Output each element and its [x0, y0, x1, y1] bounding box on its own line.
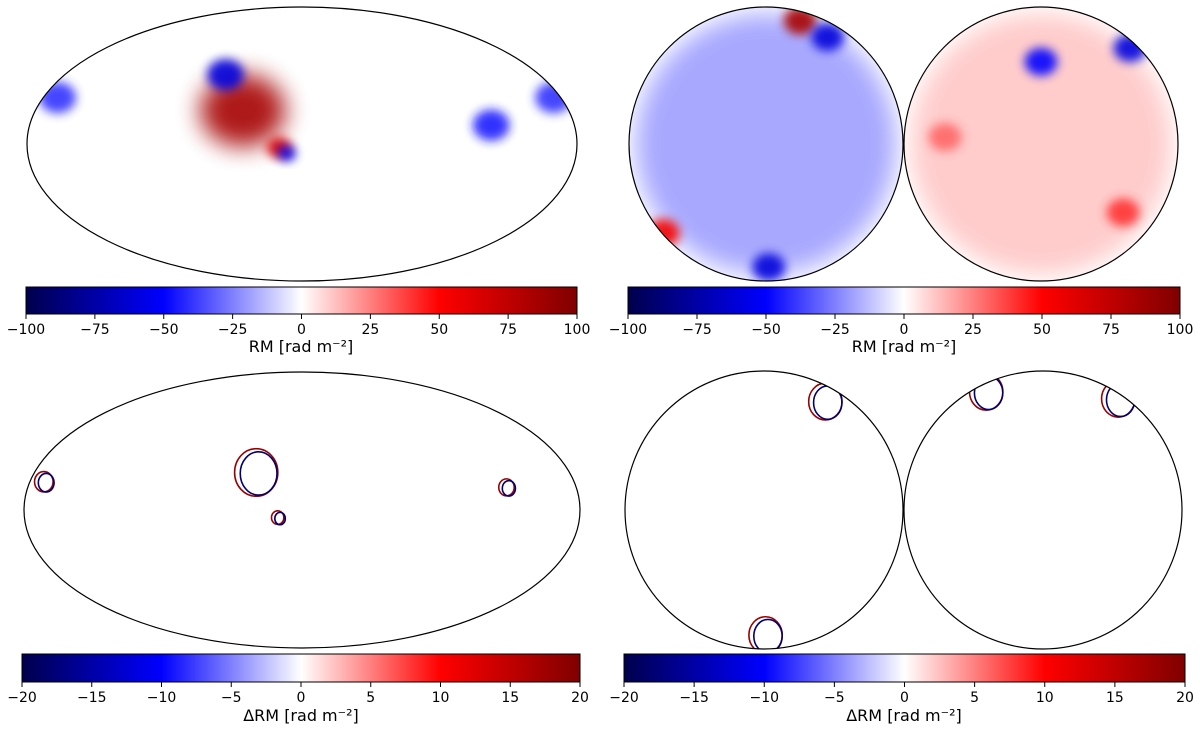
colorbar-tick-label: −15	[679, 690, 709, 706]
negative-patch-3	[1113, 34, 1147, 63]
colorbar-rm-right: RM [rad m⁻²] −100 −75 −50 −25 0 25 50 75 100	[609, 286, 1194, 356]
colorbar-label: RM [rad m⁻²]	[249, 337, 354, 356]
rm-mollweide-panel	[26, 6, 578, 282]
colorbar-label: ΔRM [rad m⁻²]	[846, 706, 962, 725]
colorbar-tick-label: −50	[751, 322, 781, 338]
dipole-ring-0	[239, 451, 278, 496]
colorbar-tick-label: −25	[218, 322, 248, 338]
colorbar-tick-label: 15	[1106, 690, 1124, 706]
colorbar-gradient	[25, 286, 578, 315]
hemisphere-tint	[910, 13, 1172, 275]
colorbar-tick-label: −75	[682, 322, 712, 338]
colorbar-tick-label: 75	[1102, 322, 1120, 338]
colorbar-gradient	[21, 653, 581, 683]
negative-patch-6	[535, 82, 572, 114]
negative-patch-0	[1024, 47, 1058, 76]
colorbar-tick-label: −5	[221, 690, 242, 706]
negative-patch-4	[472, 109, 510, 141]
dipole-ring-0	[233, 447, 279, 498]
positive-patch-1	[1106, 198, 1140, 227]
negative-patch-1	[811, 23, 845, 52]
colorbar-tick-label: 75	[499, 322, 517, 338]
colorbar-tick-label: 20	[1176, 690, 1194, 706]
dipole-ring-1	[274, 511, 287, 526]
hemisphere-tint	[635, 13, 897, 275]
colorbar-drm-right: ΔRM [rad m⁻²] −20 −15 −10 −5 0 5 10 15 20	[609, 653, 1194, 725]
mollweide-outline	[23, 371, 581, 649]
colorbar-tick-label: −25	[820, 322, 850, 338]
colorbar-tick-label: 5	[366, 690, 375, 706]
negative-patch-2	[752, 253, 786, 281]
colorbar-tick-label: −10	[147, 690, 177, 706]
rm-hemispheres-panel	[628, 6, 1179, 282]
colorbar-tick-label: 50	[1033, 322, 1051, 338]
hemisphere-outline-right	[903, 370, 1183, 650]
colorbar-label: RM [rad m⁻²]	[852, 337, 957, 356]
drm-mollweide-panel	[23, 371, 581, 649]
colorbar-tick-label: 0	[297, 322, 306, 338]
colorbar-tick-label: −15	[77, 690, 107, 706]
colorbar-rm-left: RM [rad m⁻²] −100 −75 −50 −25 0 25 50 75 100	[7, 286, 591, 356]
dipole-ring-2	[501, 479, 517, 497]
colorbar-tick-label: 25	[361, 322, 379, 338]
dipole-ring-1	[753, 618, 783, 649]
colorbar-tick-label: −10	[749, 690, 779, 706]
colorbar-tick-label: 10	[1036, 690, 1054, 706]
colorbar-tick-label: −100	[7, 322, 45, 338]
colorbar-tick-label: 15	[501, 690, 519, 706]
colorbar-tick-label: 5	[970, 690, 979, 706]
negative-patch-3	[277, 145, 296, 162]
positive-patch-3	[646, 219, 680, 248]
mollweide-outline	[26, 6, 578, 282]
colorbar-tick-label: 0	[297, 690, 306, 706]
colorbar-tick-label: 50	[430, 322, 448, 338]
negative-patch-5	[39, 82, 76, 114]
colorbar-tick-label: 100	[564, 322, 591, 338]
colorbar-gradient	[627, 286, 1181, 315]
drm-hemispheres-panel	[624, 370, 1183, 650]
hemisphere-outline-right	[903, 6, 1179, 282]
colorbar-tick-label: 0	[900, 322, 909, 338]
colorbar-tick-label: −75	[80, 322, 110, 338]
colorbar-tick-label: 0	[900, 690, 909, 706]
hemisphere-outline-left	[624, 370, 904, 650]
positive-patch-0	[199, 74, 286, 147]
positive-patch-2	[928, 123, 962, 152]
dipole-ring-3	[37, 472, 55, 493]
colorbar-tick-label: −20	[7, 690, 37, 706]
colorbar-gradient	[623, 653, 1186, 683]
colorbar-tick-label: 100	[1167, 322, 1194, 338]
negative-patch-1	[207, 59, 244, 91]
colorbar-tick-label: −5	[824, 690, 845, 706]
colorbar-tick-label: 25	[964, 322, 982, 338]
hemisphere-outline-left	[628, 6, 904, 282]
colorbar-tick-label: −100	[609, 322, 647, 338]
colorbar-tick-label: 20	[571, 690, 589, 706]
colorbar-tick-label: −50	[149, 322, 179, 338]
colorbar-drm-left: ΔRM [rad m⁻²] −20 −15 −10 −5 0 5 10 15 20	[7, 653, 589, 725]
colorbar-tick-label: −20	[609, 690, 639, 706]
colorbar-label: ΔRM [rad m⁻²]	[243, 706, 359, 725]
colorbar-tick-label: 10	[432, 690, 450, 706]
